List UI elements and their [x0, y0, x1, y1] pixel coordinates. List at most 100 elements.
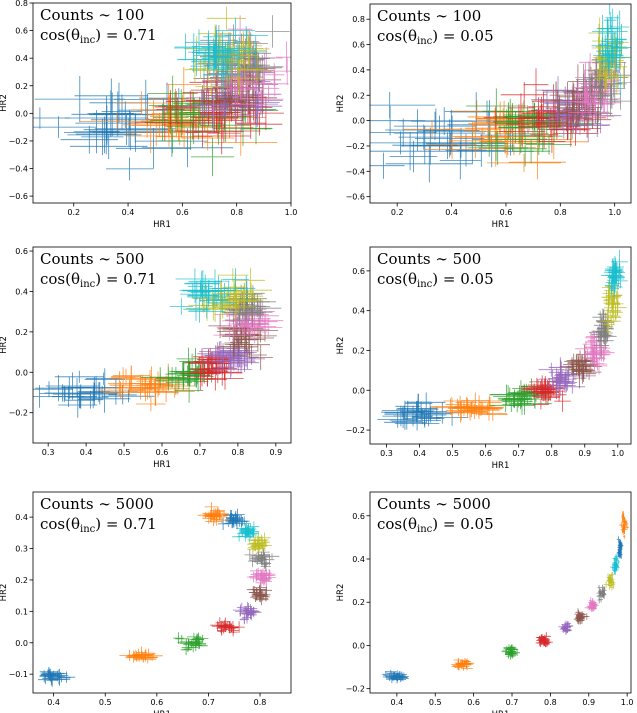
x-tick-label: 0.6 [176, 208, 189, 217]
point [133, 648, 143, 661]
x-tick-label: 0.5 [99, 698, 112, 707]
panel-2: 0.2 0.4 0.6 0.8 1.0 −0.6 −0.4 −0.2 0.0 0.2 0.4 0.6 0… [336, 3, 632, 230]
point [448, 401, 488, 415]
point [504, 102, 565, 131]
point [191, 289, 234, 308]
point [42, 669, 54, 678]
point [571, 365, 597, 382]
panel-6: 0.4 0.5 0.6 0.7 0.8 0.9 1.0 −0.2 0.0 0.2 0.4 0.6 HR1… [336, 491, 634, 713]
point [39, 386, 91, 401]
point [128, 377, 163, 402]
point [576, 611, 582, 619]
point [530, 121, 559, 149]
x-tick-label: 0.6 [500, 208, 513, 217]
y-tick-label: −0.2 [9, 137, 28, 146]
point [611, 310, 621, 322]
point [508, 145, 566, 180]
axes-frame [32, 491, 292, 694]
point [190, 360, 219, 384]
point [203, 60, 245, 89]
point [244, 35, 267, 68]
point [607, 288, 619, 309]
point [599, 596, 603, 603]
point [426, 132, 475, 156]
point [610, 10, 630, 44]
point [494, 125, 548, 153]
point [227, 350, 255, 371]
point [193, 632, 203, 644]
point [227, 15, 253, 43]
point [187, 285, 226, 309]
point [34, 76, 125, 123]
y-tick-label: 0.4 [352, 307, 365, 316]
point [54, 370, 104, 383]
axes-frame [369, 246, 632, 445]
point [231, 321, 270, 338]
point [454, 401, 488, 411]
y-tick-label: 0.6 [352, 512, 365, 521]
point [233, 621, 245, 633]
point [200, 94, 233, 133]
y-tick-label: 0.8 [15, 0, 28, 8]
point [197, 634, 209, 643]
point [607, 280, 623, 294]
point [478, 397, 502, 409]
point [243, 524, 255, 537]
data-points [33, 267, 284, 418]
point [549, 105, 586, 135]
point [207, 123, 241, 143]
y-tick-label: 0.2 [15, 82, 28, 91]
x-tick-label: 0.4 [80, 448, 93, 457]
point [106, 157, 154, 181]
point [192, 30, 225, 63]
point [210, 509, 228, 520]
point [589, 599, 597, 607]
point [257, 558, 272, 569]
point [96, 381, 145, 399]
point [584, 613, 590, 620]
point [600, 35, 624, 53]
point [154, 385, 195, 398]
point [541, 632, 551, 641]
point [605, 8, 619, 27]
x-tick-label: 0.7 [506, 698, 519, 707]
point [241, 55, 284, 79]
point [444, 120, 501, 138]
point [228, 307, 248, 321]
point [203, 24, 230, 49]
cluster-5 [558, 620, 574, 636]
point [154, 91, 198, 123]
counts-annotation: Counts ∼ 500 [377, 250, 481, 268]
point [111, 368, 141, 385]
point [522, 120, 563, 153]
point [252, 310, 278, 333]
cluster-2 [96, 363, 195, 412]
point [605, 263, 624, 275]
cluster-1 [38, 667, 76, 687]
point [414, 407, 447, 423]
point [483, 106, 508, 130]
point [156, 90, 185, 129]
point [591, 86, 618, 113]
x-tick-label: 0.4 [413, 449, 426, 458]
point [221, 325, 248, 348]
point [498, 117, 546, 146]
point [211, 621, 224, 632]
point [370, 132, 453, 171]
cluster-10 [169, 268, 256, 323]
x-tick-label: 1.0 [611, 449, 624, 458]
point [190, 360, 214, 387]
point [228, 300, 263, 322]
point [386, 671, 401, 676]
point [608, 32, 619, 61]
point [91, 109, 169, 130]
point [64, 392, 95, 409]
point [176, 46, 210, 73]
point [142, 128, 234, 168]
point [222, 268, 249, 291]
point [536, 636, 544, 645]
point [622, 511, 625, 519]
point [242, 320, 267, 344]
point [220, 620, 229, 630]
point [621, 524, 626, 532]
